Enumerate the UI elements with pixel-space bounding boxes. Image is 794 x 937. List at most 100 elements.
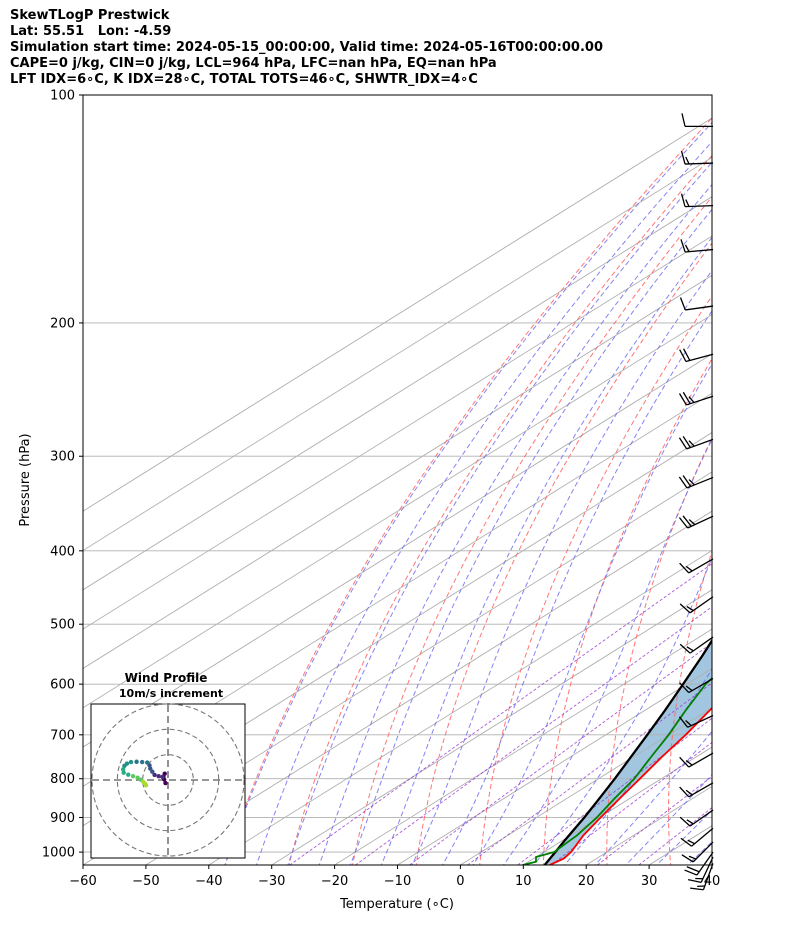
- isotherm-line: [208, 549, 712, 865]
- wind-barb-feather: [679, 349, 687, 362]
- wind-barb-staff: [685, 248, 714, 253]
- wind-barb-feather: [684, 869, 698, 876]
- wind-barb: [679, 596, 714, 614]
- moist-adiabats: [224, 78, 794, 868]
- hodograph-point: [121, 770, 126, 775]
- y-tick-label: 100: [50, 89, 75, 104]
- moist-adiabat-line: [472, 362, 712, 865]
- temperature-profile-line: [549, 706, 712, 865]
- wind-barb-feather: [682, 391, 691, 405]
- wind-barb: [680, 239, 714, 253]
- isotherm-line: [83, 471, 712, 865]
- wind-barb-staff: [688, 782, 714, 798]
- hodograph-point: [120, 767, 126, 772]
- mixing-ratio-line: [354, 606, 712, 865]
- wind-barb-staff: [686, 438, 714, 450]
- hodograph-point: [126, 772, 131, 777]
- wind-barb-feather: [679, 603, 691, 614]
- wind-barb-feather: [678, 517, 689, 529]
- wind-barb: [684, 851, 714, 876]
- wind-barb-staff: [688, 752, 714, 768]
- x-tick-label: −20: [321, 874, 348, 889]
- wind-barb-feather: [679, 756, 690, 768]
- stability-params: CAPE=0 j/kg, CIN=0 j/kg, LCL=964 hPa, LF…: [10, 56, 497, 71]
- dry-adiabat-line: [728, 78, 794, 868]
- y-tick-label: 1000: [42, 846, 75, 861]
- wind-barb: [679, 348, 714, 363]
- isotherm-line: [397, 667, 712, 865]
- wind-barb: [681, 113, 713, 127]
- x-tick-label: 10: [515, 874, 532, 889]
- wind-barb: [678, 515, 714, 529]
- isotherm-line: [83, 235, 712, 630]
- simulation-times: Simulation start time: 2024-05-15_00:00:…: [10, 40, 603, 55]
- wind-barb: [681, 841, 714, 863]
- wind-barb: [679, 558, 714, 574]
- isotherm-line: [711, 864, 712, 865]
- hodograph-point: [134, 759, 139, 764]
- wind-barb-feather: [680, 239, 686, 253]
- wind-barb-staff: [687, 714, 714, 728]
- wind-barb: [678, 714, 714, 728]
- wind-barb-feather: [680, 150, 686, 165]
- wind-barb: [678, 391, 714, 406]
- wind-barb-feather: [688, 519, 696, 526]
- wind-barb-feather: [679, 297, 686, 311]
- isotherm-line: [83, 314, 712, 709]
- wind-barb-staff: [696, 851, 714, 876]
- isotherm-line: [83, 156, 712, 552]
- wind-barb-feather: [682, 475, 692, 487]
- dry-adiabat-line: [786, 78, 794, 868]
- wind-barb: [678, 475, 714, 489]
- isotherm-line: [83, 274, 712, 669]
- wind-barb: [679, 752, 714, 768]
- moist-adiabat-line: [502, 438, 712, 865]
- hodograph-point: [148, 766, 153, 771]
- dry-adiabat-line: [415, 242, 712, 865]
- wind-barb: [690, 863, 714, 891]
- wind-barb-staff: [700, 856, 714, 883]
- wind-barb-feather: [686, 819, 694, 825]
- isotherm-line: [334, 628, 712, 865]
- wind-barb-feather: [688, 479, 695, 486]
- x-tick-label: −10: [384, 874, 411, 889]
- dewpoint-profile-line: [522, 677, 712, 865]
- y-tick-label: 500: [50, 618, 75, 633]
- wind-barb-staff: [692, 841, 714, 863]
- x-tick-label: 0: [456, 874, 464, 889]
- hodograph-point: [163, 780, 168, 786]
- wind-barb-staff: [689, 596, 714, 614]
- moist-adiabat-line: [715, 78, 794, 868]
- wind-barb: [680, 150, 714, 165]
- wind-barb-feather: [686, 866, 700, 873]
- wind-barb-feather: [686, 605, 694, 612]
- dry-adiabat-line: [479, 295, 712, 865]
- wind-barb: [679, 636, 714, 654]
- wind-barb-feather: [685, 720, 692, 727]
- hodograph-point: [156, 774, 161, 779]
- hodograph-inset: Wind Profile 10m/s increment: [90, 671, 246, 859]
- moist-adiabat-line: [224, 121, 712, 865]
- moist-adiabat-line: [442, 310, 712, 865]
- wind-barb-staff: [688, 558, 714, 574]
- x-tick-label: −30: [258, 874, 285, 889]
- wind-barb-feather: [678, 716, 689, 728]
- moist-adiabat-line: [655, 809, 712, 865]
- hodograph-point: [143, 783, 149, 788]
- moist-adiabat-line: [411, 269, 712, 865]
- wind-barb-feather: [685, 156, 690, 165]
- wind-barb-feather: [688, 396, 695, 403]
- wind-barb-staff: [685, 353, 714, 363]
- wind-barb: [687, 856, 714, 884]
- hodograph-point: [139, 759, 145, 765]
- wind-barb-staff: [686, 476, 714, 489]
- mixing-ratio-lines: [289, 563, 712, 865]
- wind-barb-staff: [686, 395, 714, 406]
- station-location: Lat: 55.51 Lon: -4.59: [10, 24, 172, 39]
- figure-header: SkewTLogP Prestwick Lat: 55.51 Lon: -4.5…: [10, 8, 603, 88]
- wind-barb-staff: [689, 809, 714, 827]
- wind-barb: [679, 782, 714, 798]
- wind-barb-feather: [679, 562, 690, 574]
- wind-barb: [679, 297, 714, 311]
